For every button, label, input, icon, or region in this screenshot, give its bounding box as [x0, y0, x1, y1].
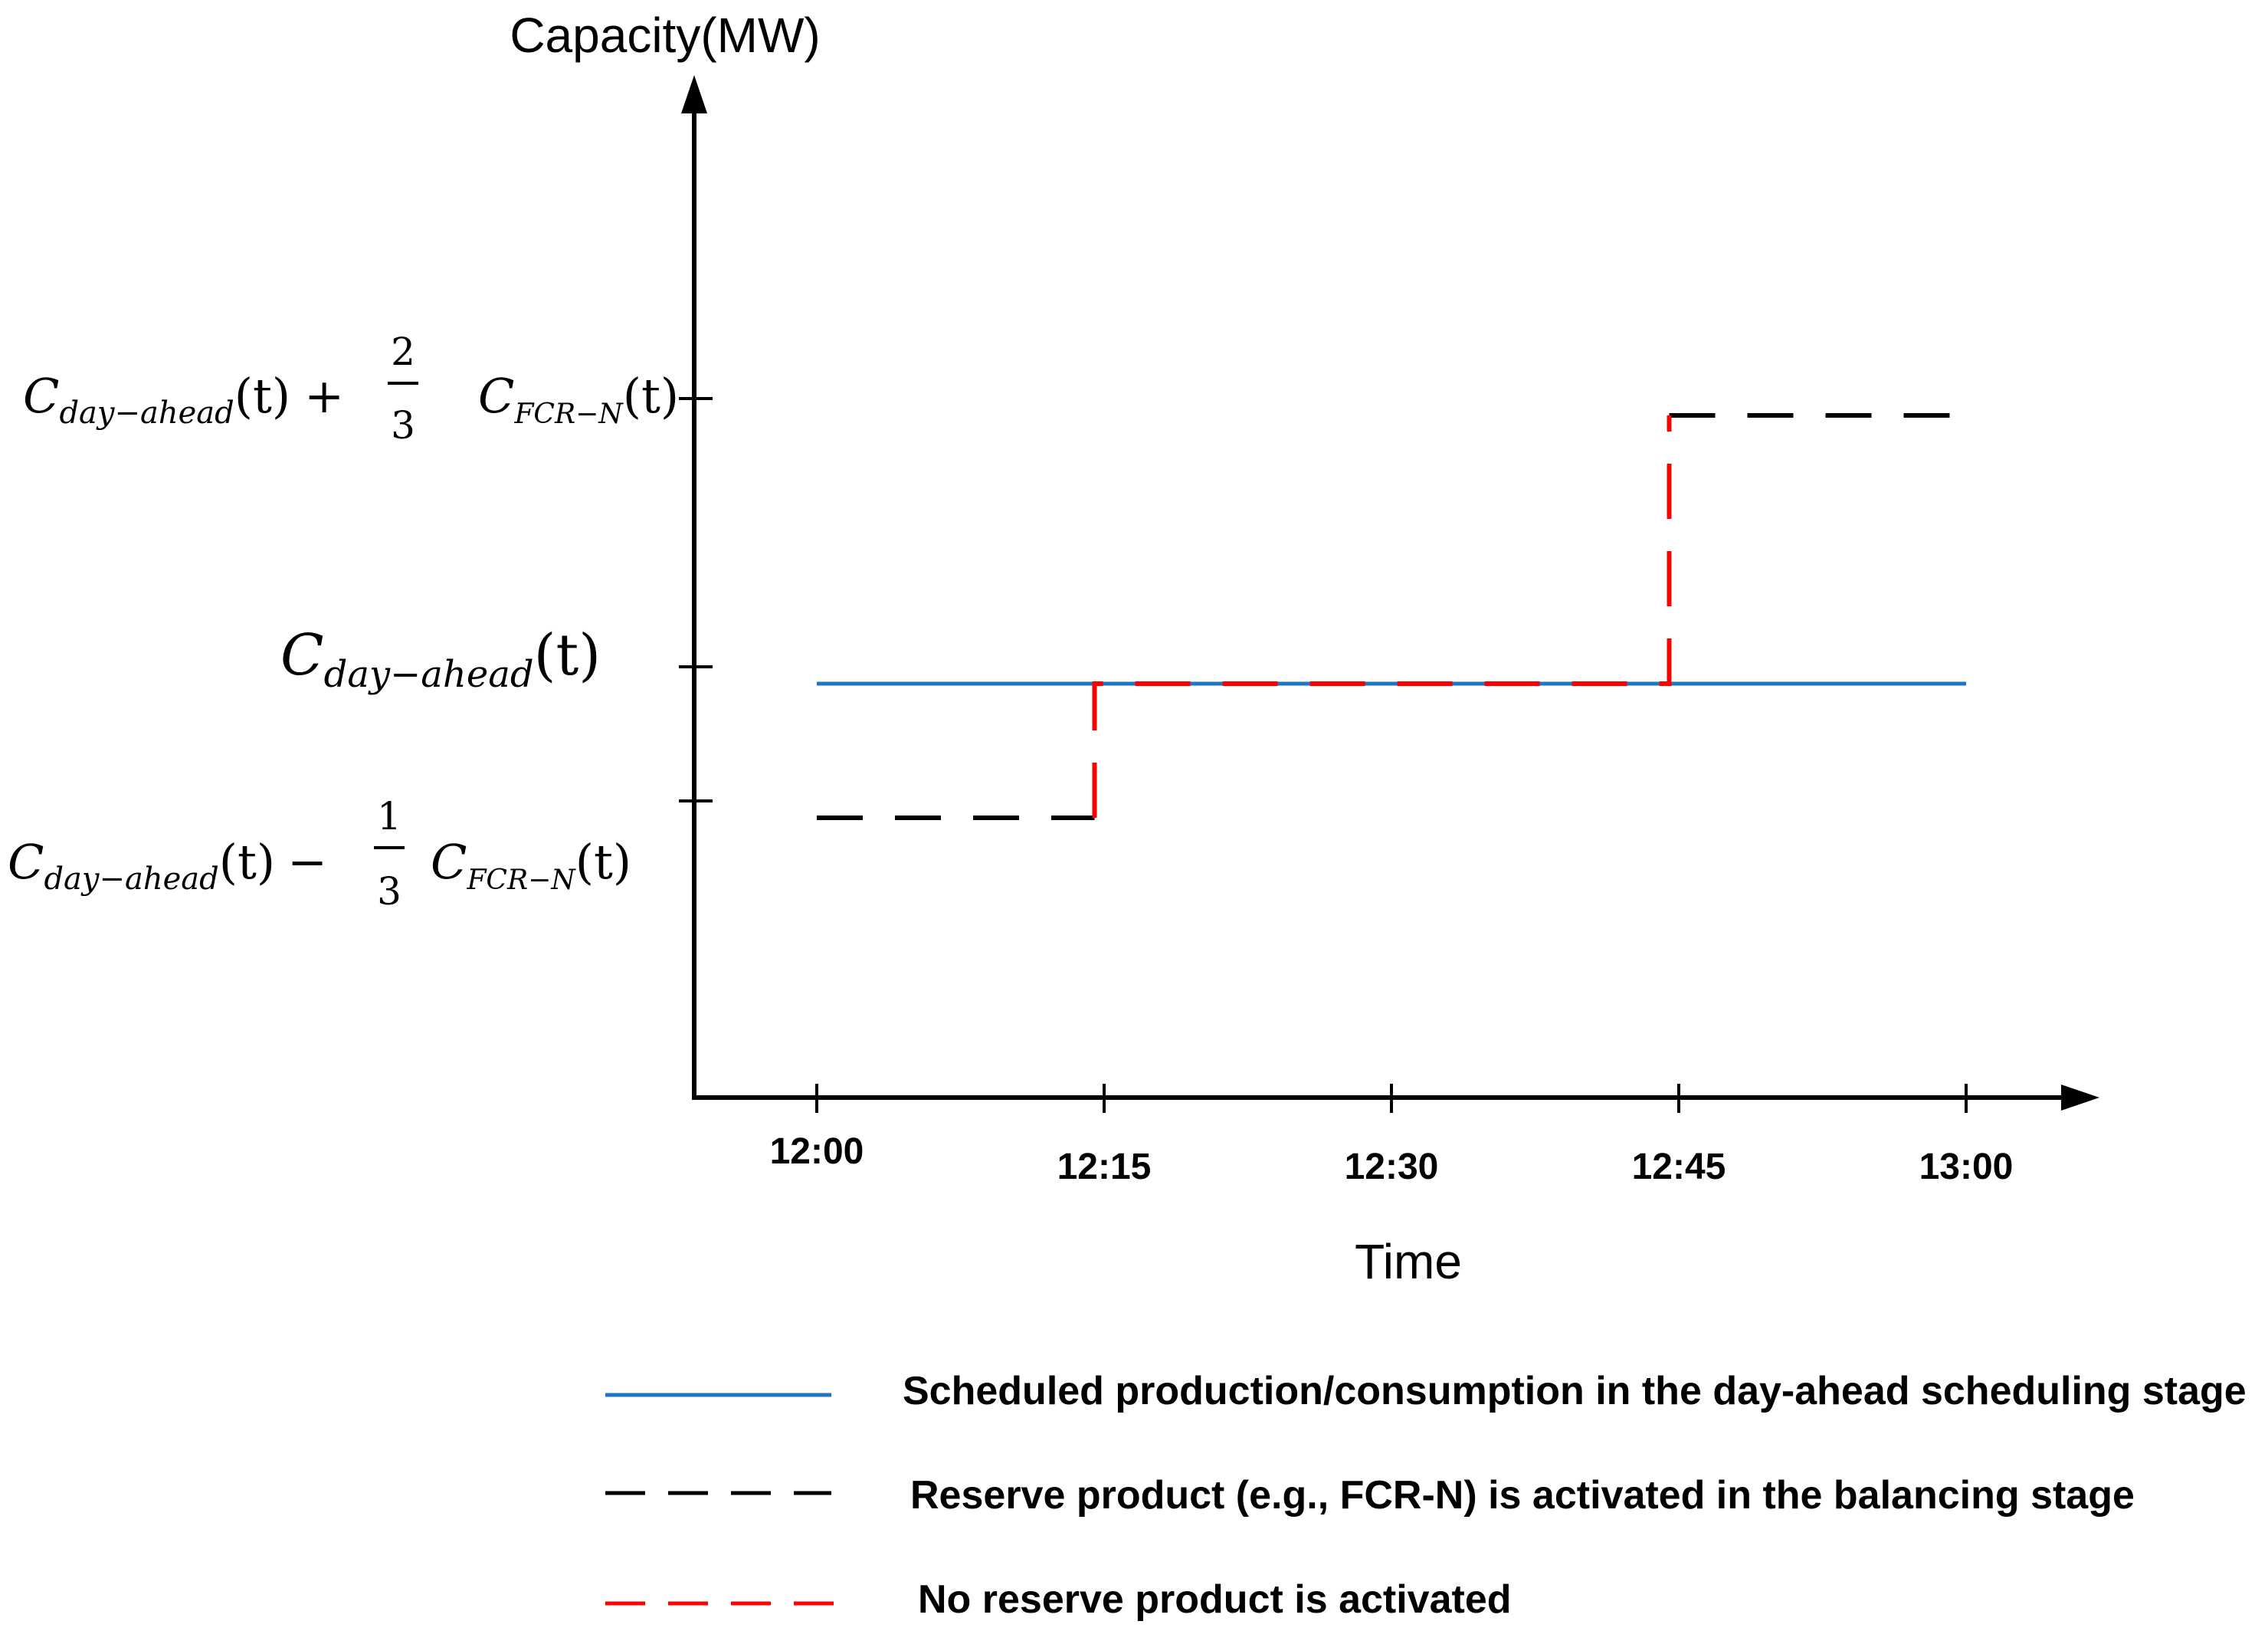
y-axis-arrow-icon [681, 75, 707, 113]
series-no-reserve-line [1092, 415, 1672, 818]
svg-text:Cday−ahead(t)−: Cday−ahead(t) − [8, 834, 327, 897]
svg-text:CFCR−N(t): CFCR−N(t) [478, 368, 679, 430]
svg-text:Cday−ahead(t)+: Cday−ahead(t) + [23, 368, 344, 431]
x-tick-label-0: 12:00 [770, 1131, 864, 1172]
x-axis-arrow-icon [2061, 1085, 2099, 1111]
x-tick-label-3: 12:45 [1632, 1147, 1726, 1187]
x-tick-label-1: 12:15 [1057, 1147, 1152, 1187]
y-label-high: Cday−ahead(t) + 2 3 CFCR−N(t) [23, 330, 679, 448]
legend-label-no-reserve: No reserve product is activated [918, 1577, 1512, 1622]
y-ticks [679, 397, 713, 802]
y-label-high-c: C [23, 368, 59, 424]
y-label-low: Cday−ahead(t) − 1 3 CFCR−N(t) [8, 794, 631, 914]
legend-label-scheduled: Scheduled production/consumption in the … [903, 1369, 2247, 1413]
x-tick-label-2: 12:30 [1345, 1147, 1439, 1187]
svg-text:CFCR−N(t): CFCR−N(t) [431, 834, 631, 896]
y-axis-title: Capacity(MW) [510, 8, 820, 63]
y-label-high-den: 3 [391, 403, 415, 448]
legend: Scheduled production/consumption in the … [605, 1369, 2247, 1622]
y-label-high-num: 2 [391, 330, 415, 374]
x-tick-label-4: 13:00 [1919, 1147, 2014, 1187]
y-label-base: Cday−ahead(t) [280, 622, 601, 696]
legend-label-reserve: Reserve product (e.g., FCR-N) is activat… [910, 1473, 2135, 1518]
series-layer [817, 413, 1966, 820]
svg-text:Cday−ahead(t): Cday−ahead(t) [280, 622, 601, 696]
x-axis-title: Time [1355, 1234, 1462, 1289]
svg-text:3: 3 [377, 869, 401, 914]
x-ticks: 12:00 12:15 12:30 12:45 13:00 [770, 1084, 2014, 1187]
svg-text:1: 1 [377, 794, 401, 838]
